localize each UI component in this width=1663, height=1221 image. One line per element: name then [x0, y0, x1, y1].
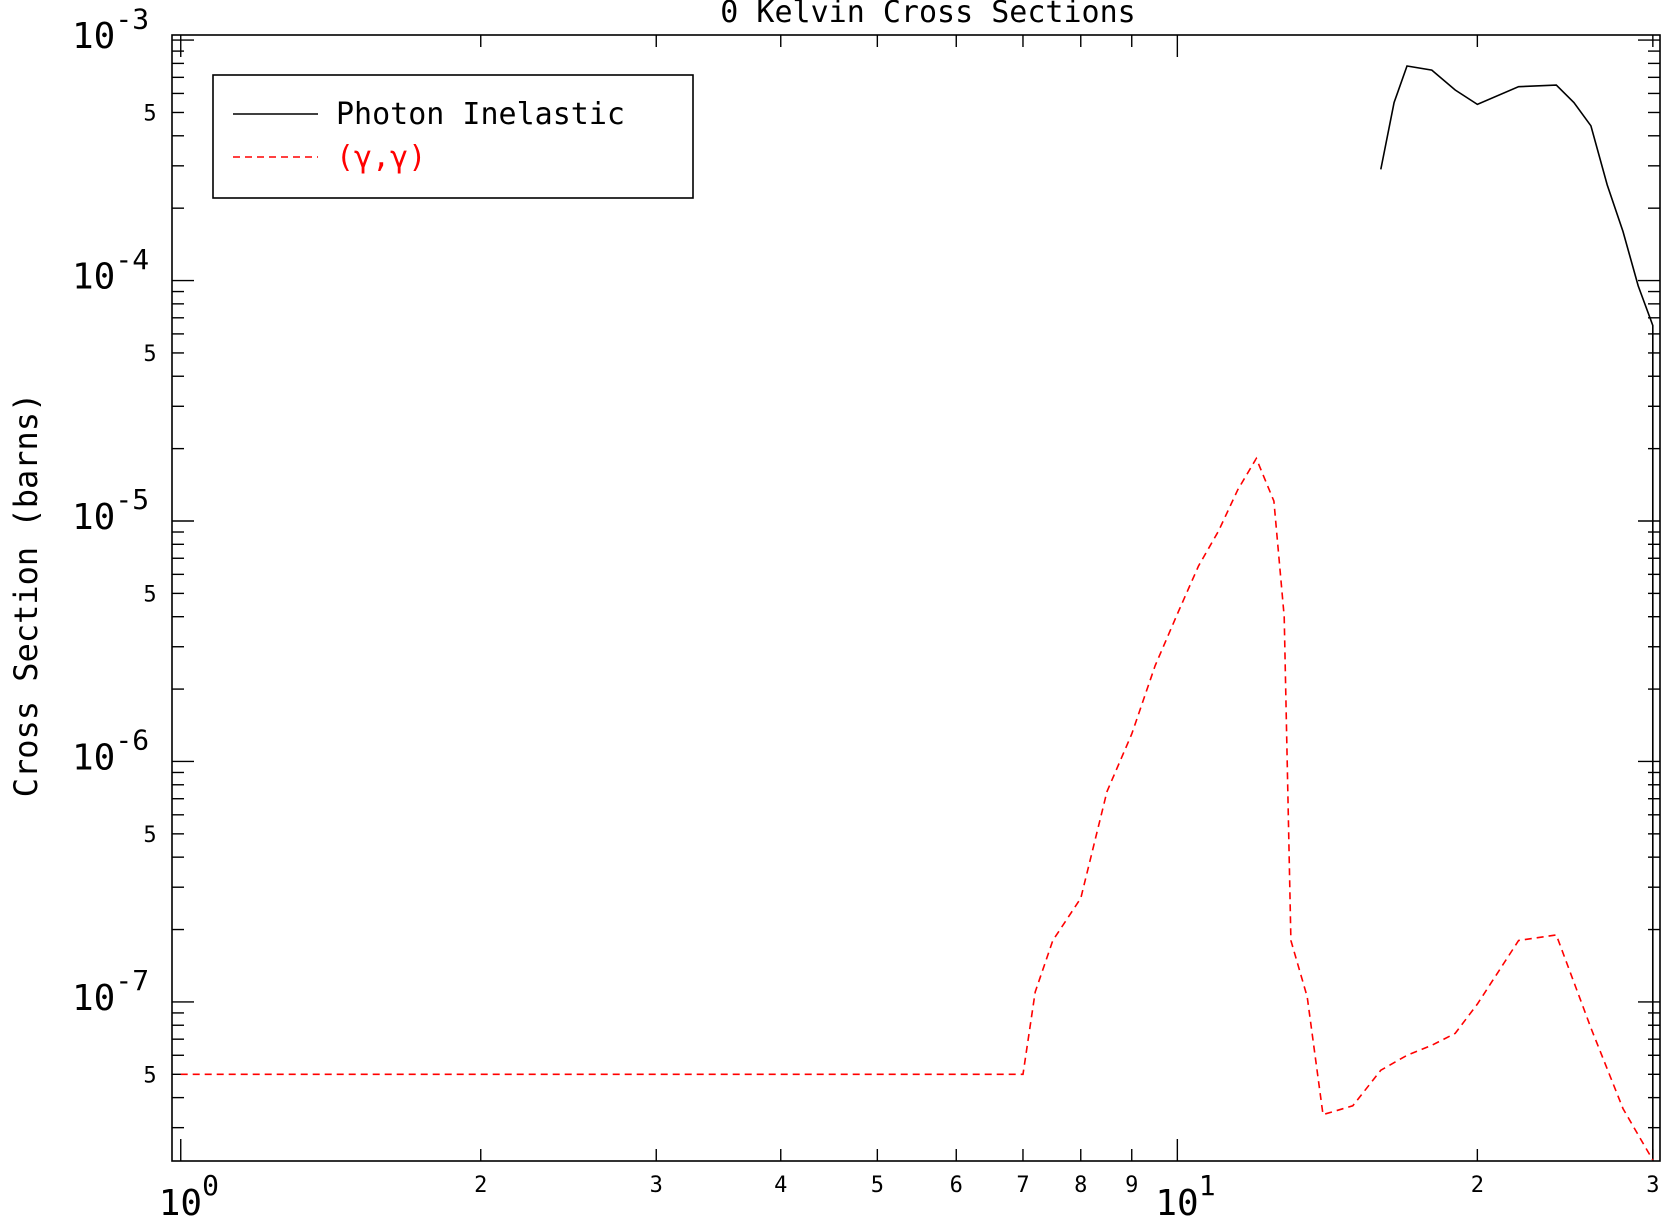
- plot-frame: [171, 34, 1661, 1162]
- y-major-tick-label: 10-5: [72, 483, 149, 538]
- y-major-tick-label-exponent: -4: [115, 243, 149, 276]
- y-major-tick-label-base: 10: [72, 16, 115, 57]
- x-minor-tick-label: 4: [774, 1173, 787, 1198]
- legend-label-1: Photon Inelastic: [336, 97, 625, 132]
- y-major-tick-label-base: 10: [72, 737, 115, 778]
- y-major-tick-label-base: 10: [72, 497, 115, 538]
- x-minor-tick-label: 9: [1125, 1173, 1138, 1198]
- x-minor-tick-label: 7: [1016, 1173, 1029, 1198]
- series-line-2: [180, 456, 1654, 1161]
- series-line-1: [1380, 65, 1654, 1161]
- y-major-tick-label-base: 10: [72, 978, 115, 1019]
- x-minor-tick-label: 5: [871, 1173, 884, 1198]
- x-major-tick-label-base: 10: [1155, 1183, 1198, 1221]
- legend-box: [212, 74, 694, 199]
- legend-label-2: (γ,γ): [336, 140, 426, 175]
- y-major-tick-label-exponent: -7: [115, 964, 149, 997]
- chart-title: 0 Kelvin Cross Sections: [720, 0, 1135, 30]
- y-major-tick-label-exponent: -3: [115, 2, 149, 35]
- x-major-tick-label-base: 10: [159, 1183, 202, 1221]
- y-major-tick-label: 10-7: [72, 964, 149, 1019]
- x-major-tick-label: 100: [159, 1169, 219, 1221]
- x-major-tick-label-exponent: 1: [1199, 1169, 1216, 1202]
- legend: Photon Inelastic (γ,γ): [212, 74, 694, 199]
- y-minor-tick-label: 5: [143, 1063, 156, 1088]
- plot-series: [180, 65, 1654, 1161]
- x-major-tick-label: 101: [1155, 1169, 1215, 1221]
- y-major-tick-label: 10-6: [72, 724, 149, 779]
- y-major-tick-label: 10-3: [72, 2, 149, 57]
- x-minor-tick-label: 3: [1646, 1173, 1659, 1198]
- y-major-tick-label-exponent: -5: [115, 483, 149, 516]
- y-axis-label: Cross Section (barns): [7, 393, 45, 798]
- y-minor-tick-label: 5: [143, 582, 156, 607]
- y-major-tick-label-base: 10: [72, 257, 115, 298]
- x-minor-tick-label: 2: [474, 1173, 487, 1198]
- x-minor-tick-label: 2: [1471, 1173, 1484, 1198]
- x-minor-tick-label: 3: [650, 1173, 663, 1198]
- y-minor-tick-label: 5: [143, 342, 156, 367]
- x-minor-tick-label: 6: [950, 1173, 963, 1198]
- x-minor-tick-label: 8: [1074, 1173, 1087, 1198]
- y-minor-tick-label: 5: [143, 823, 156, 848]
- y-major-tick-label-exponent: -6: [115, 724, 149, 757]
- y-minor-tick-label: 5: [143, 101, 156, 126]
- x-major-tick-label-exponent: 0: [202, 1169, 219, 1202]
- y-major-tick-label: 10-4: [72, 243, 149, 298]
